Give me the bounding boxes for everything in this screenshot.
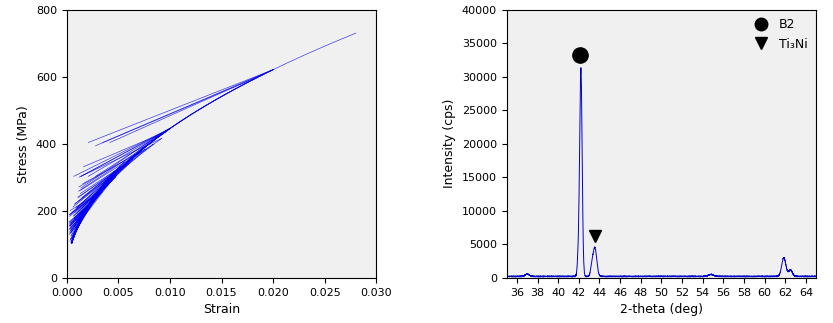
Y-axis label: Stress (MPa): Stress (MPa) <box>17 105 30 182</box>
Legend: B2, Ti₃Ni: B2, Ti₃Ni <box>746 16 810 53</box>
X-axis label: 2-theta (deg): 2-theta (deg) <box>620 303 703 316</box>
Y-axis label: Intensity (cps): Intensity (cps) <box>443 99 456 188</box>
X-axis label: Strain: Strain <box>203 303 240 316</box>
